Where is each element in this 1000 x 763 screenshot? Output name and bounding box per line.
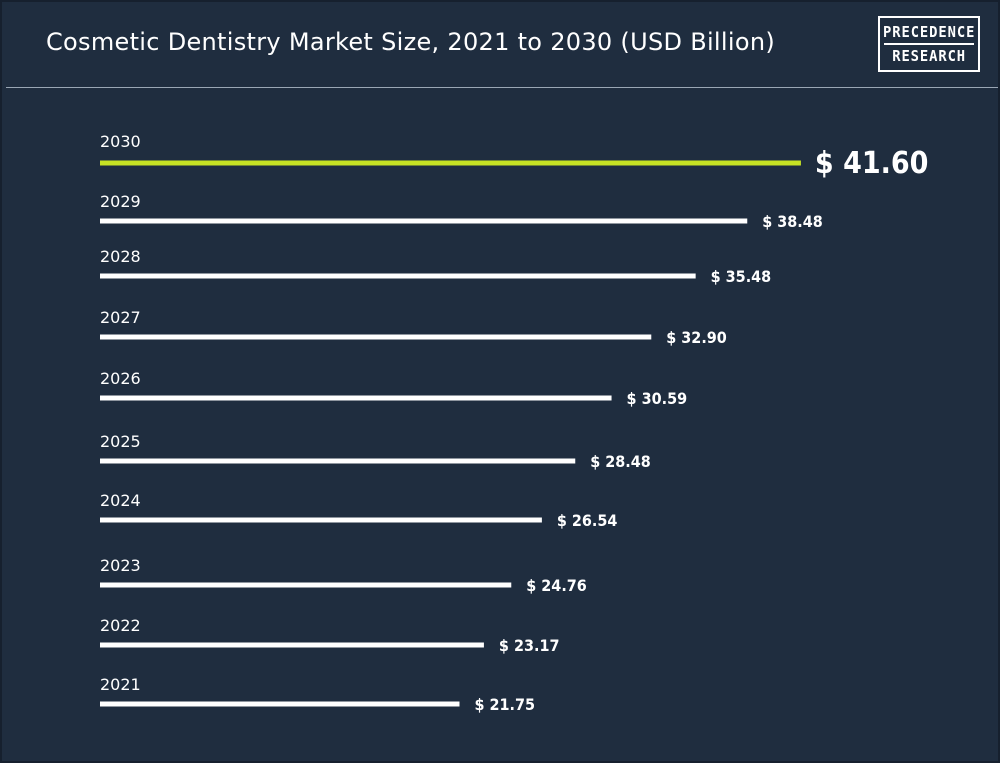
value-label-2027: $ 32.90 xyxy=(666,328,727,347)
year-label-2024: 2024 xyxy=(100,491,141,510)
value-label-2024: $ 26.54 xyxy=(557,511,618,530)
bar-2026 xyxy=(100,395,612,401)
value-label-2029: $ 38.48 xyxy=(762,212,823,231)
bar-2025 xyxy=(100,458,576,464)
bar-2030 xyxy=(100,160,801,166)
year-label-2021: 2021 xyxy=(100,675,141,694)
logo-line-2: RESEARCH xyxy=(892,47,966,65)
logo-line-1: PRECEDENCE xyxy=(882,23,976,41)
value-label-2026: $ 30.59 xyxy=(627,389,688,408)
bar-2021 xyxy=(100,701,460,707)
year-label-2025: 2025 xyxy=(100,432,141,451)
bar-2023 xyxy=(100,582,512,588)
value-label-2025: $ 28.48 xyxy=(590,452,651,471)
precedence-research-logo: PRECEDENCE RESEARCH xyxy=(878,16,980,72)
year-label-2022: 2022 xyxy=(100,616,141,635)
value-label-2028: $ 35.48 xyxy=(711,267,772,286)
value-label-2030: $ 41.60 xyxy=(815,146,929,181)
bar-2028 xyxy=(100,273,696,279)
bar-2029 xyxy=(100,218,748,224)
year-label-2028: 2028 xyxy=(100,247,141,266)
year-label-2027: 2027 xyxy=(100,308,141,327)
header-divider xyxy=(6,87,998,88)
value-label-2021: $ 21.75 xyxy=(475,695,536,714)
year-label-2030: 2030 xyxy=(100,132,141,151)
chart-title: Cosmetic Dentistry Market Size, 2021 to … xyxy=(46,28,775,56)
bar-2027 xyxy=(100,334,652,340)
bar-2022 xyxy=(100,642,484,648)
year-label-2023: 2023 xyxy=(100,556,141,575)
year-label-2026: 2026 xyxy=(100,369,141,388)
value-label-2023: $ 24.76 xyxy=(526,576,587,595)
year-label-2029: 2029 xyxy=(100,192,141,211)
bar-2024 xyxy=(100,517,542,523)
value-label-2022: $ 23.17 xyxy=(499,636,560,655)
logo-divider xyxy=(884,43,974,45)
